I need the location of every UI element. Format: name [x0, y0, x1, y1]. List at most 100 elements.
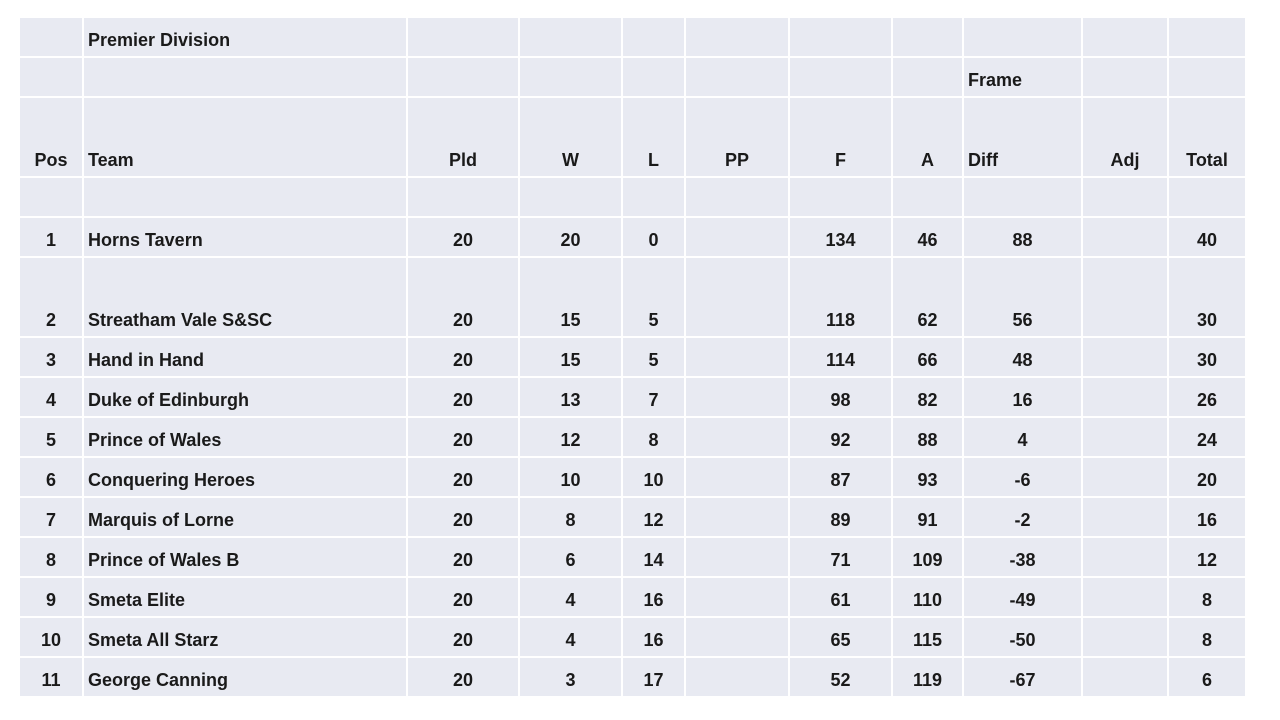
- cell-f: 52: [790, 658, 893, 696]
- col-header-pos: Pos: [20, 98, 84, 176]
- cell-f: 98: [790, 378, 893, 416]
- league-table: Premier Division Frame Pos Team Pld W L …: [20, 18, 1245, 698]
- cell-a: 109: [893, 538, 964, 576]
- cell-diff: 4: [964, 418, 1083, 456]
- col-header-adj: Adj: [1083, 98, 1169, 176]
- cell-pld: 20: [408, 618, 520, 656]
- cell-pld: 20: [408, 218, 520, 256]
- cell-a: 66: [893, 338, 964, 376]
- header-row: Pos Team Pld W L PP F A Diff Adj Total: [20, 98, 1245, 178]
- cell-l: 8: [623, 418, 686, 456]
- cell-total: 20: [1196, 470, 1218, 490]
- cell-team: Conquering Heroes: [84, 458, 408, 496]
- cell-a: 46: [893, 218, 964, 256]
- cell-total: 8: [1201, 630, 1212, 650]
- cell-f: 89: [790, 498, 893, 536]
- cell-pos: 2: [20, 258, 84, 336]
- cell-l: 5: [623, 258, 686, 336]
- col-header-total: Total: [1186, 150, 1228, 170]
- cell-diff: -67: [964, 658, 1083, 696]
- cell-adj: [1083, 498, 1169, 536]
- cell-f: 71: [790, 538, 893, 576]
- cell-a: 82: [893, 378, 964, 416]
- cell-l: 16: [623, 618, 686, 656]
- cell-l: 5: [623, 338, 686, 376]
- frame-label-row: Frame: [20, 58, 1245, 98]
- cell-diff: -50: [964, 618, 1083, 656]
- cell-total: 30: [1196, 310, 1218, 330]
- cell-f: 92: [790, 418, 893, 456]
- table-row: 11 George Canning 20 3 17 52 119 -67 6: [20, 658, 1245, 698]
- cell-a: 115: [893, 618, 964, 656]
- cell-pld: 20: [408, 538, 520, 576]
- cell-team: Smeta Elite: [84, 578, 408, 616]
- cell-f: 87: [790, 458, 893, 496]
- cell-adj: [1083, 338, 1169, 376]
- cell-team: Streatham Vale S&SC: [84, 258, 408, 336]
- cell-adj: [1083, 618, 1169, 656]
- col-header-w: W: [520, 98, 623, 176]
- cell-l: 17: [623, 658, 686, 696]
- cell-f: 61: [790, 578, 893, 616]
- cell-pos: 6: [20, 458, 84, 496]
- cell-l: 10: [623, 458, 686, 496]
- cell-total: 24: [1196, 430, 1218, 450]
- cell-a: 62: [893, 258, 964, 336]
- cell-pos: 11: [20, 658, 84, 696]
- cell-l: 14: [623, 538, 686, 576]
- cell-pos: 9: [20, 578, 84, 616]
- cell-a: 119: [893, 658, 964, 696]
- cell-pp: [686, 538, 790, 576]
- cell-team: Marquis of Lorne: [84, 498, 408, 536]
- cell-adj: [1083, 658, 1169, 696]
- cell-pld: 20: [408, 578, 520, 616]
- table-row: 7 Marquis of Lorne 20 8 12 89 91 -2 16: [20, 498, 1245, 538]
- cell-diff: -6: [964, 458, 1083, 496]
- cell-total: 12: [1196, 550, 1218, 570]
- cell-l: 7: [623, 378, 686, 416]
- cell-pos: 8: [20, 538, 84, 576]
- cell-adj: [1083, 218, 1169, 256]
- cell-pp: [686, 378, 790, 416]
- col-header-pld: Pld: [408, 98, 520, 176]
- cell-pos: 5: [20, 418, 84, 456]
- title-row: Premier Division: [20, 18, 1245, 58]
- cell-total: 6: [1201, 670, 1212, 690]
- cell-total: 16: [1196, 510, 1218, 530]
- cell-total: 8: [1201, 590, 1212, 610]
- cell-a: 93: [893, 458, 964, 496]
- cell-adj: [1083, 418, 1169, 456]
- col-header-a: A: [893, 98, 964, 176]
- table-row: 2 Streatham Vale S&SC 20 15 5 118 62 56 …: [20, 258, 1245, 338]
- cell-w: 15: [520, 338, 623, 376]
- cell-diff: 48: [964, 338, 1083, 376]
- cell-total: 30: [1196, 350, 1218, 370]
- cell-w: 3: [520, 658, 623, 696]
- col-header-diff: Diff: [964, 98, 1083, 176]
- cell-f: 65: [790, 618, 893, 656]
- cell-diff: -38: [964, 538, 1083, 576]
- table-row: 5 Prince of Wales 20 12 8 92 88 4 24: [20, 418, 1245, 458]
- cell-pp: [686, 258, 790, 336]
- cell-f: 134: [790, 218, 893, 256]
- cell-team: Prince of Wales: [84, 418, 408, 456]
- cell-total: 40: [1196, 230, 1218, 250]
- cell-w: 10: [520, 458, 623, 496]
- cell-pos: 1: [20, 218, 84, 256]
- cell-pos: 4: [20, 378, 84, 416]
- table-row: 9 Smeta Elite 20 4 16 61 110 -49 8: [20, 578, 1245, 618]
- cell-pp: [686, 418, 790, 456]
- cell-w: 12: [520, 418, 623, 456]
- cell-w: 4: [520, 578, 623, 616]
- col-header-pp: PP: [686, 98, 790, 176]
- cell-team: Smeta All Starz: [84, 618, 408, 656]
- cell-total: 26: [1196, 390, 1218, 410]
- cell-pld: 20: [408, 378, 520, 416]
- col-header-f: F: [790, 98, 893, 176]
- table-title: Premier Division: [84, 18, 408, 56]
- table-row: 10 Smeta All Starz 20 4 16 65 115 -50 8: [20, 618, 1245, 658]
- cell-adj: [1083, 538, 1169, 576]
- table-row: 6 Conquering Heroes 20 10 10 87 93 -6 20: [20, 458, 1245, 498]
- col-header-l: L: [623, 98, 686, 176]
- cell-diff: 56: [964, 258, 1083, 336]
